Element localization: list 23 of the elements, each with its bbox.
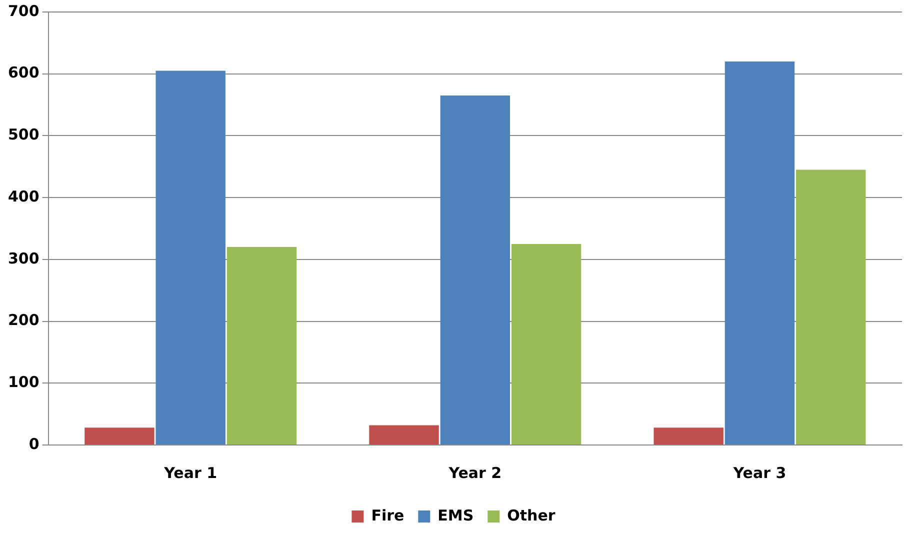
x-tick-label: Year 1 xyxy=(163,464,218,482)
y-tick-label: 700 xyxy=(8,2,40,20)
bar xyxy=(369,425,439,444)
legend-label: Other xyxy=(507,506,556,524)
x-tick-label: Year 3 xyxy=(732,464,786,482)
bar xyxy=(796,170,866,444)
bar xyxy=(654,428,724,444)
y-tick-label: 100 xyxy=(8,373,40,392)
bar xyxy=(440,96,510,444)
bar xyxy=(724,61,795,444)
y-tick-label: 400 xyxy=(8,187,40,206)
bar xyxy=(226,247,297,444)
legend-label: Fire xyxy=(371,506,404,524)
y-tick-label: 300 xyxy=(8,249,40,268)
y-tick-label: 600 xyxy=(8,64,40,82)
bar xyxy=(511,244,582,444)
y-tick-label: 500 xyxy=(8,126,40,144)
x-tick-label: Year 2 xyxy=(448,464,502,482)
bar xyxy=(84,428,154,444)
y-tick-label: 0 xyxy=(28,434,40,453)
legend-label: EMS xyxy=(438,506,474,524)
y-tick-label: 200 xyxy=(8,311,40,330)
bar xyxy=(156,70,226,444)
